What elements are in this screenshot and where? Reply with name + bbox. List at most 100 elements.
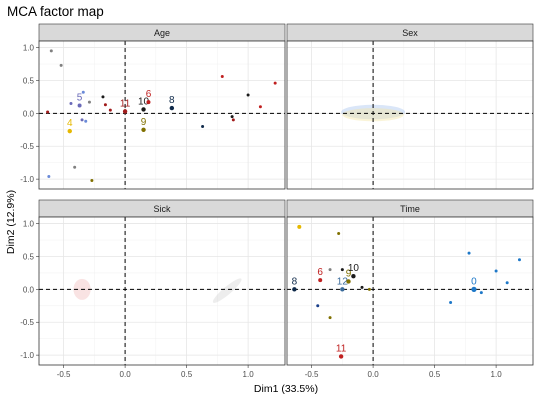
point-label: 12 [337, 276, 349, 287]
x-tick-label: -0.5 [305, 370, 319, 379]
point-label: 0 [471, 276, 477, 287]
data-point [146, 100, 151, 105]
y-tick-label: 0.0 [23, 285, 35, 294]
y-tick-label: -1.0 [20, 175, 34, 184]
y-tick-label: 0.0 [23, 109, 35, 118]
data-point [81, 90, 85, 94]
panel-background [287, 217, 533, 365]
data-point [231, 118, 235, 122]
point-label: 4 [67, 118, 73, 129]
x-tick-label: 0.5 [181, 370, 193, 379]
data-point [340, 287, 345, 292]
confidence-ellipse [212, 278, 242, 303]
data-point [328, 268, 332, 272]
y-tick-label: 0.5 [23, 76, 35, 85]
x-tick-label: -0.5 [57, 370, 71, 379]
data-point [517, 258, 521, 262]
data-point [479, 291, 483, 295]
data-point [297, 224, 302, 229]
data-point [46, 110, 50, 114]
data-point [108, 108, 112, 112]
y-tick-label: -0.5 [20, 318, 34, 327]
data-point [340, 268, 344, 272]
y-axis-label: Dim2 (12.9%) [5, 190, 17, 254]
point-label: 8 [169, 95, 175, 106]
data-point [318, 278, 323, 283]
data-point [316, 304, 320, 308]
data-point [292, 287, 297, 292]
data-point [103, 103, 107, 107]
panel-border [286, 40, 534, 190]
data-point [101, 95, 105, 99]
x-axis-label: Dim1 (33.5%) [254, 383, 318, 395]
panel-border [286, 216, 534, 366]
point-label: 11 [336, 343, 347, 354]
point-label: 10 [138, 96, 150, 107]
y-tick-label: 0.5 [23, 252, 35, 261]
panel-border [38, 40, 286, 190]
point-label: 9 [346, 268, 352, 279]
panel-border [38, 216, 286, 366]
data-point [141, 127, 146, 132]
y-tick-label: -1.0 [20, 351, 34, 360]
data-point [494, 269, 498, 273]
y-tick-label: -0.5 [20, 142, 34, 151]
data-point [338, 354, 344, 359]
data-point [47, 175, 51, 179]
data-point [246, 93, 250, 97]
data-point [258, 105, 262, 109]
y-tick-label: 1.0 [23, 220, 35, 229]
data-point [449, 301, 453, 305]
data-point [73, 165, 77, 169]
data-point [90, 178, 94, 182]
x-tick-label: 1.0 [491, 370, 503, 379]
panel-age: Age 4 5 11 106 9 8 -1.0 -0.5 0.0 0.5 1.0 [20, 23, 286, 190]
y-tick-label: 1.0 [23, 44, 35, 53]
point-label: 9 [141, 117, 147, 128]
data-point [467, 251, 471, 255]
data-point [346, 279, 351, 284]
panel-sick: Sick -0.5 0.0 0.5 1.0 -1.0 -0.5 0.0 0.5 1.0 [20, 199, 286, 379]
data-point [201, 125, 205, 129]
data-point [87, 100, 91, 104]
x-tick-label: 0.0 [368, 370, 380, 379]
point-label: 10 [348, 263, 360, 274]
data-point [169, 105, 175, 111]
panel-sex: Sex [286, 23, 534, 190]
panel-strip-label-sick: Sick [153, 204, 171, 214]
point-label: 6 [317, 267, 323, 278]
x-tick-label: 1.0 [243, 370, 255, 379]
data-point [360, 285, 364, 289]
data-point [77, 103, 82, 108]
data-point [67, 128, 72, 134]
data-point [273, 81, 277, 85]
x-tick-label: 0.5 [429, 370, 441, 379]
data-point [49, 49, 53, 53]
data-point [367, 287, 371, 291]
data-point [351, 274, 356, 279]
panel-background [39, 217, 285, 365]
data-point [230, 115, 234, 119]
data-point [84, 119, 88, 123]
data-point [122, 109, 128, 114]
data-point [220, 75, 224, 79]
data-point [80, 118, 84, 122]
panel-background [287, 41, 533, 189]
point-label: 11 [120, 98, 131, 109]
chart-title: MCA factor map [7, 4, 104, 19]
data-point [471, 286, 477, 292]
data-point [59, 63, 63, 67]
data-point [69, 101, 73, 105]
panel-strip-label-time: Time [400, 204, 420, 214]
data-point [141, 107, 146, 112]
point-label: 6 [146, 89, 152, 100]
data-point [328, 316, 332, 320]
data-point [337, 231, 341, 235]
panel-strip-label-sex: Sex [402, 28, 418, 38]
point-label: 5 [77, 92, 83, 103]
data-point [505, 281, 509, 285]
panel-background [39, 41, 285, 189]
x-tick-label: 0.0 [120, 370, 132, 379]
